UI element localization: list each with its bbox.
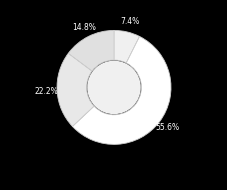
- Wedge shape: [114, 30, 139, 63]
- Circle shape: [87, 61, 140, 114]
- Wedge shape: [57, 53, 94, 126]
- Wedge shape: [72, 36, 170, 144]
- Text: 7.4%: 7.4%: [119, 17, 138, 26]
- Text: 22.2%: 22.2%: [35, 87, 59, 96]
- Text: 55.6%: 55.6%: [155, 123, 179, 132]
- Text: 14.8%: 14.8%: [72, 23, 95, 32]
- Wedge shape: [68, 30, 114, 71]
